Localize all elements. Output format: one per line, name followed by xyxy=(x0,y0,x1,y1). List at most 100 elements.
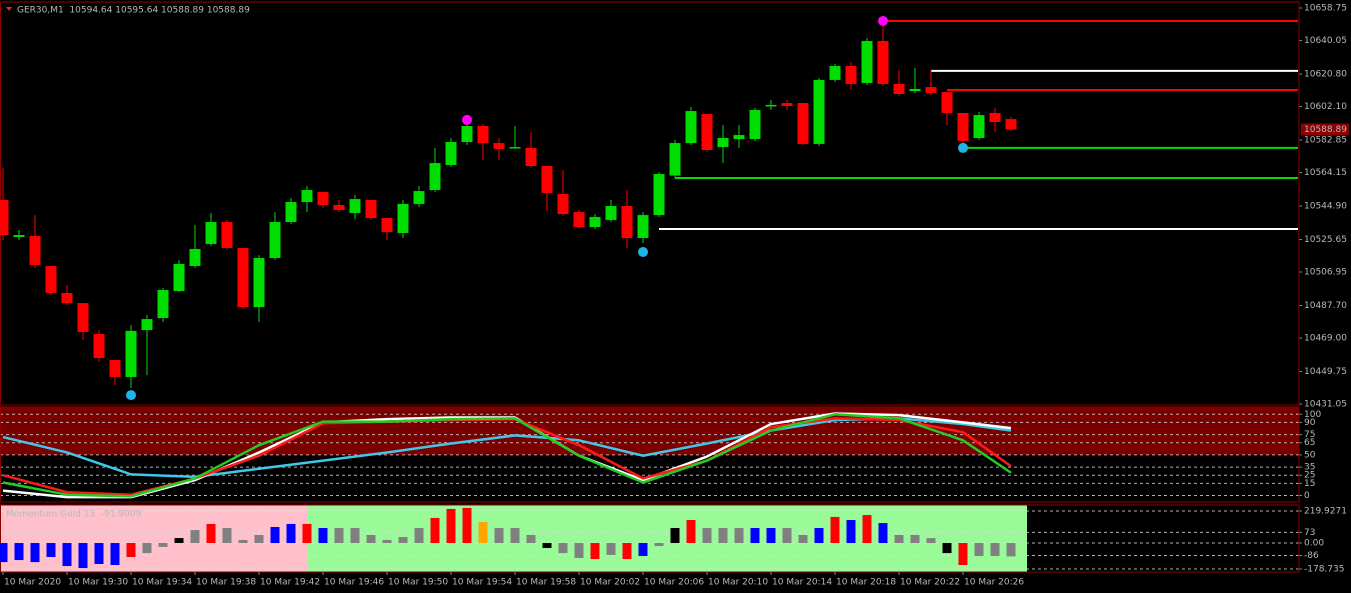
panel-background xyxy=(307,505,1027,572)
x-tick-label: 10 Mar 20:06 xyxy=(644,578,704,588)
momentum-bar xyxy=(78,543,88,569)
signal-dot xyxy=(638,246,648,257)
x-tick-label: 10 Mar 19:46 xyxy=(324,578,384,588)
momentum-bar xyxy=(558,543,568,554)
momentum-bar xyxy=(606,543,616,555)
x-tick-label: 10 Mar 19:38 xyxy=(196,578,256,588)
momentum-bar xyxy=(206,523,216,544)
y-tick-label: 10544.90 xyxy=(1304,202,1347,212)
candle-body xyxy=(221,222,233,248)
candle-body xyxy=(253,258,265,308)
x-tick-label: 10 Mar 20:22 xyxy=(900,578,960,588)
y-tick-label: 75 xyxy=(1304,430,1315,440)
candle-body xyxy=(589,216,601,228)
candle-body xyxy=(733,135,745,140)
candle-body xyxy=(429,163,441,191)
candle-body xyxy=(989,112,1001,123)
momentum-bar xyxy=(638,543,648,556)
candle-body xyxy=(637,215,649,239)
candle-body xyxy=(781,103,793,107)
momentum-bar xyxy=(734,528,744,544)
momentum-bar xyxy=(270,526,280,544)
signal-dot xyxy=(462,114,472,125)
candle-body xyxy=(509,147,521,149)
candle-body xyxy=(573,212,585,228)
y-tick-label: 10640.05 xyxy=(1304,36,1347,46)
y-tick-label: 10506.95 xyxy=(1304,268,1347,278)
x-tick-label: 10 Mar 19:42 xyxy=(260,578,320,588)
momentum-bar xyxy=(334,528,344,544)
indicator-label: Momentum Gold 13 -91.9009 xyxy=(6,510,142,520)
momentum-bar xyxy=(350,528,360,544)
momentum-bar xyxy=(702,528,712,544)
y-tick-label: -86 xyxy=(1304,551,1319,561)
momentum-bar xyxy=(990,543,1000,556)
candle-body xyxy=(125,330,137,377)
momentum-bar xyxy=(814,528,824,544)
candle-body xyxy=(301,190,313,203)
candle-body xyxy=(813,79,825,144)
candle-body xyxy=(861,40,873,84)
y-tick-label: 73 xyxy=(1304,528,1315,538)
momentum-bar xyxy=(670,528,680,544)
candle-body xyxy=(829,66,841,80)
candle-body xyxy=(1005,119,1017,130)
momentum-bar xyxy=(366,535,376,544)
x-tick-label: 10 Mar 19:54 xyxy=(452,578,512,588)
momentum-bar xyxy=(414,528,424,544)
candle-body xyxy=(237,247,249,308)
candle-body xyxy=(845,66,857,84)
header-icon xyxy=(6,7,12,11)
momentum-bar xyxy=(750,528,760,544)
y-tick-label: 0 xyxy=(1304,491,1310,501)
y-tick-label: 90 xyxy=(1304,418,1316,428)
y-tick-label: 65 xyxy=(1304,438,1315,448)
momentum-bar xyxy=(894,535,904,544)
momentum-bar xyxy=(926,538,936,544)
candle-body xyxy=(157,290,169,319)
candle-body xyxy=(957,112,969,141)
candle-body xyxy=(285,202,297,223)
momentum-bar xyxy=(318,528,328,544)
x-tick-label: 10 Mar 20:26 xyxy=(964,578,1024,588)
candle-body xyxy=(925,87,937,93)
momentum-bar xyxy=(462,507,472,544)
candle-body xyxy=(397,203,409,233)
y-tick-label: 50 xyxy=(1304,450,1316,460)
candle-body xyxy=(941,92,953,113)
y-tick-label: 10564.15 xyxy=(1304,168,1347,178)
y-tick-label: 10487.70 xyxy=(1304,301,1347,311)
momentum-bar xyxy=(302,523,312,544)
momentum-bar xyxy=(766,528,776,544)
candle-body xyxy=(621,206,633,239)
momentum-bar xyxy=(254,535,264,544)
y-tick-label: 100 xyxy=(1304,410,1321,420)
momentum-bar xyxy=(590,543,600,560)
candle-body xyxy=(173,263,185,292)
candle-body xyxy=(685,111,697,144)
momentum-bar xyxy=(382,539,392,544)
candle-body xyxy=(701,114,713,151)
momentum-bar xyxy=(190,530,200,544)
signal-dot xyxy=(958,142,968,153)
y-tick-label: 10620.80 xyxy=(1304,70,1347,80)
candle-body xyxy=(717,138,729,148)
candle-body xyxy=(45,266,57,293)
momentum-bar xyxy=(958,543,968,566)
momentum-bar xyxy=(542,543,552,548)
momentum-bar xyxy=(782,528,792,544)
candle-body xyxy=(749,110,761,140)
momentum-bar xyxy=(846,520,856,544)
momentum-bar xyxy=(622,543,632,560)
price-tag-label: 10588.89 xyxy=(1304,125,1347,135)
y-tick-label: 0.00 xyxy=(1304,539,1324,549)
x-tick-label: 10 Mar 19:58 xyxy=(516,578,576,588)
y-tick-label: 15 xyxy=(1304,479,1315,489)
candle-body xyxy=(77,303,89,332)
momentum-bar xyxy=(126,543,136,557)
momentum-bar xyxy=(446,508,456,544)
momentum-bar xyxy=(574,543,584,559)
momentum-bar xyxy=(878,523,888,544)
signal-dot xyxy=(126,390,136,401)
momentum-bar xyxy=(1006,543,1016,557)
